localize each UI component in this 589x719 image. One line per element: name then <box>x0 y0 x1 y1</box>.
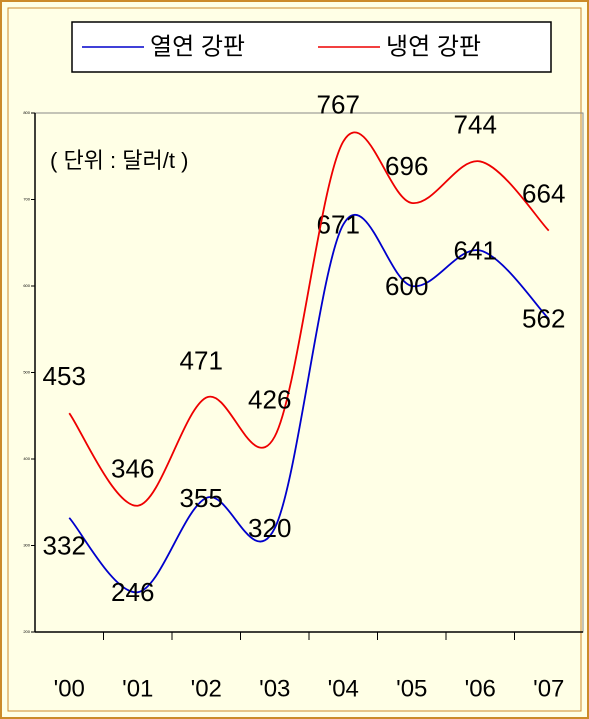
y-tick-label: 700 <box>23 197 30 202</box>
data-label: 641 <box>454 235 497 265</box>
data-label: 562 <box>522 304 565 334</box>
x-tick-label: '05 <box>396 675 427 702</box>
x-tick-label: '04 <box>328 675 359 702</box>
data-label: 664 <box>522 179 565 209</box>
legend-label: 냉연 강판 <box>386 33 481 60</box>
x-tick-label: '00 <box>54 675 85 702</box>
x-tick-label: '06 <box>465 675 496 702</box>
unit-annotation: ( 단위 : 달러/t ) <box>50 148 188 173</box>
data-label: 453 <box>43 361 86 391</box>
inner-frame <box>7 7 582 712</box>
y-tick-label: 400 <box>23 456 30 461</box>
series-line <box>68 131 550 507</box>
x-tick-label: '01 <box>122 675 153 702</box>
y-tick-label: 500 <box>23 370 30 375</box>
x-tick-label: '07 <box>533 675 564 702</box>
data-label: 346 <box>111 454 154 484</box>
y-tick-label: 200 <box>23 629 30 634</box>
data-label: 671 <box>317 209 360 239</box>
data-label: 696 <box>385 151 428 181</box>
legend <box>71 21 552 73</box>
data-label: 744 <box>454 109 497 139</box>
x-tick-label: '02 <box>191 675 222 702</box>
data-label: 320 <box>248 513 291 543</box>
y-tick-label: 600 <box>23 283 30 288</box>
data-label: 600 <box>385 271 428 301</box>
data-label: 426 <box>248 384 291 414</box>
series-line <box>68 214 550 594</box>
data-label: 471 <box>180 345 223 375</box>
y-tick-label: 800 <box>23 110 30 115</box>
data-label: 355 <box>180 483 223 513</box>
data-label: 246 <box>111 577 154 607</box>
data-label: 332 <box>43 531 86 561</box>
data-label: 767 <box>317 89 360 119</box>
legend-label: 열연 강판 <box>150 33 245 60</box>
y-tick-label: 300 <box>23 543 30 548</box>
x-tick-label: '03 <box>259 675 290 702</box>
